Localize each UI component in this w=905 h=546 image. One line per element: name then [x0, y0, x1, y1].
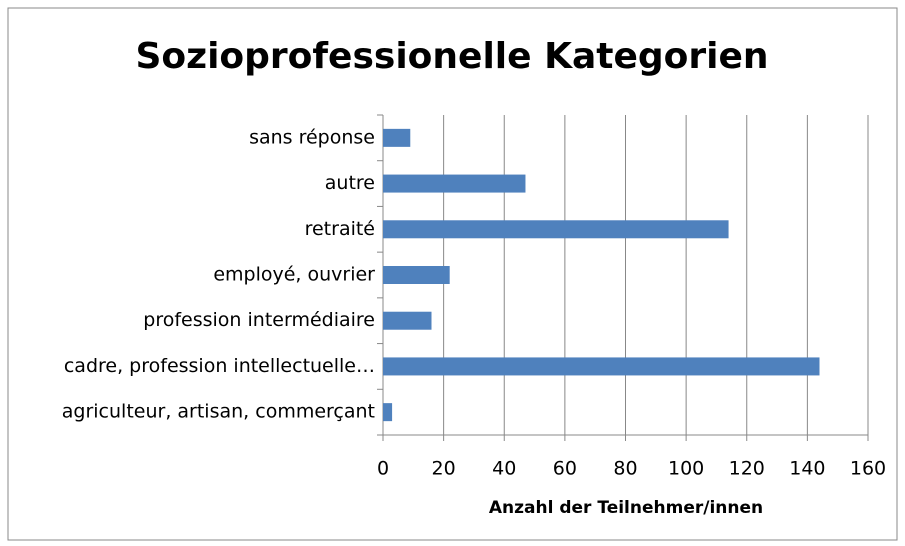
bar [383, 266, 450, 284]
bar [383, 403, 393, 422]
bar [383, 220, 729, 239]
bar [383, 357, 820, 376]
y-tick-label: cadre, profession intellectuelle… [64, 355, 375, 377]
chart-frame [7, 7, 898, 541]
y-tick-label: employé, ouvrier [213, 264, 375, 286]
x-tick-label: 120 [729, 458, 765, 480]
bar [383, 311, 432, 330]
x-axis-title: Anzahl der Teilnehmer/innen [489, 498, 763, 518]
chart-title: Sozioprofessionelle Kategorien [135, 36, 768, 77]
x-tick-label: 40 [492, 458, 516, 480]
y-tick-label: autre [325, 172, 375, 194]
y-tick-label: sans réponse [249, 126, 375, 148]
y-tick-label: agriculteur, artisan, commerçant [62, 401, 375, 423]
x-tick-label: 0 [377, 458, 389, 480]
x-tick-label: 60 [553, 458, 577, 480]
y-tick-label: retraité [305, 218, 375, 240]
x-tick-label: 140 [789, 458, 825, 480]
y-tick-label: profession intermédiaire [143, 309, 375, 331]
bar [383, 174, 526, 193]
x-tick-label: 80 [613, 458, 637, 480]
x-tick-label: 20 [432, 458, 456, 480]
x-tick-label: 100 [668, 458, 704, 480]
bar [383, 128, 411, 147]
x-tick-label: 160 [850, 458, 886, 480]
